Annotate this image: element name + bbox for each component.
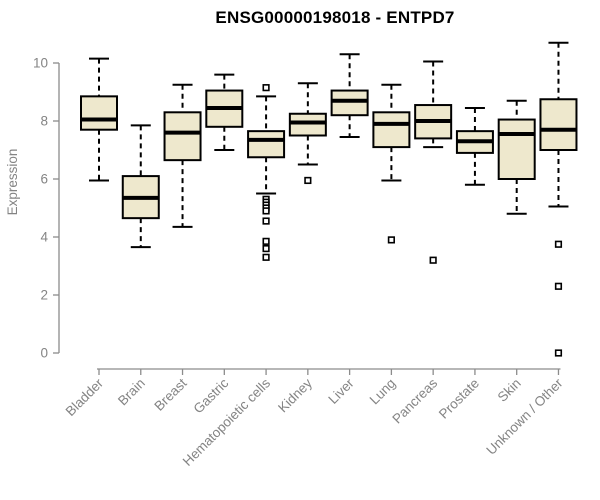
box bbox=[497, 118, 536, 181]
outlier-point bbox=[554, 282, 563, 290]
outlier-point bbox=[429, 256, 437, 264]
box bbox=[163, 111, 202, 162]
y-tick-label: 2 bbox=[40, 288, 48, 303]
box bbox=[288, 112, 327, 137]
outlier-point bbox=[262, 245, 270, 253]
x-tick-label: Liver bbox=[325, 375, 357, 407]
x-tick-label: Unknown / Other bbox=[483, 375, 566, 458]
x-tick-label: Bladder bbox=[63, 375, 107, 419]
y-tick-label: 4 bbox=[40, 230, 48, 245]
outlier-point bbox=[262, 207, 270, 215]
outlier-point bbox=[554, 240, 563, 248]
x-tick-label: Prostate bbox=[436, 376, 482, 422]
outlier-point bbox=[554, 349, 563, 357]
y-tick-label: 10 bbox=[33, 56, 48, 71]
box bbox=[80, 95, 118, 131]
outlier-point bbox=[262, 237, 270, 245]
x-tick-label: Brain bbox=[115, 376, 148, 409]
box bbox=[330, 89, 369, 117]
y-tick-label: 0 bbox=[40, 346, 48, 361]
x-tick-label: Gastric bbox=[191, 375, 232, 416]
outlier-point bbox=[262, 253, 270, 261]
chart-title: ENSG00000198018 - ENTPD7 bbox=[215, 8, 455, 27]
x-tick-label: Breast bbox=[151, 375, 189, 413]
box bbox=[539, 98, 578, 151]
outlier-point bbox=[387, 236, 395, 244]
y-tick-label: 8 bbox=[40, 114, 48, 129]
outlier-point bbox=[262, 217, 270, 225]
x-tick-label: Pancreas bbox=[389, 375, 440, 426]
outlier-point bbox=[262, 84, 270, 92]
box bbox=[372, 111, 411, 149]
x-tick-label: Skin bbox=[495, 376, 524, 405]
x-tick-label: Lung bbox=[367, 376, 399, 408]
outlier-point bbox=[304, 176, 312, 185]
x-tick-label: Kidney bbox=[275, 375, 315, 415]
box bbox=[247, 130, 286, 159]
y-tick-label: 6 bbox=[40, 172, 48, 187]
